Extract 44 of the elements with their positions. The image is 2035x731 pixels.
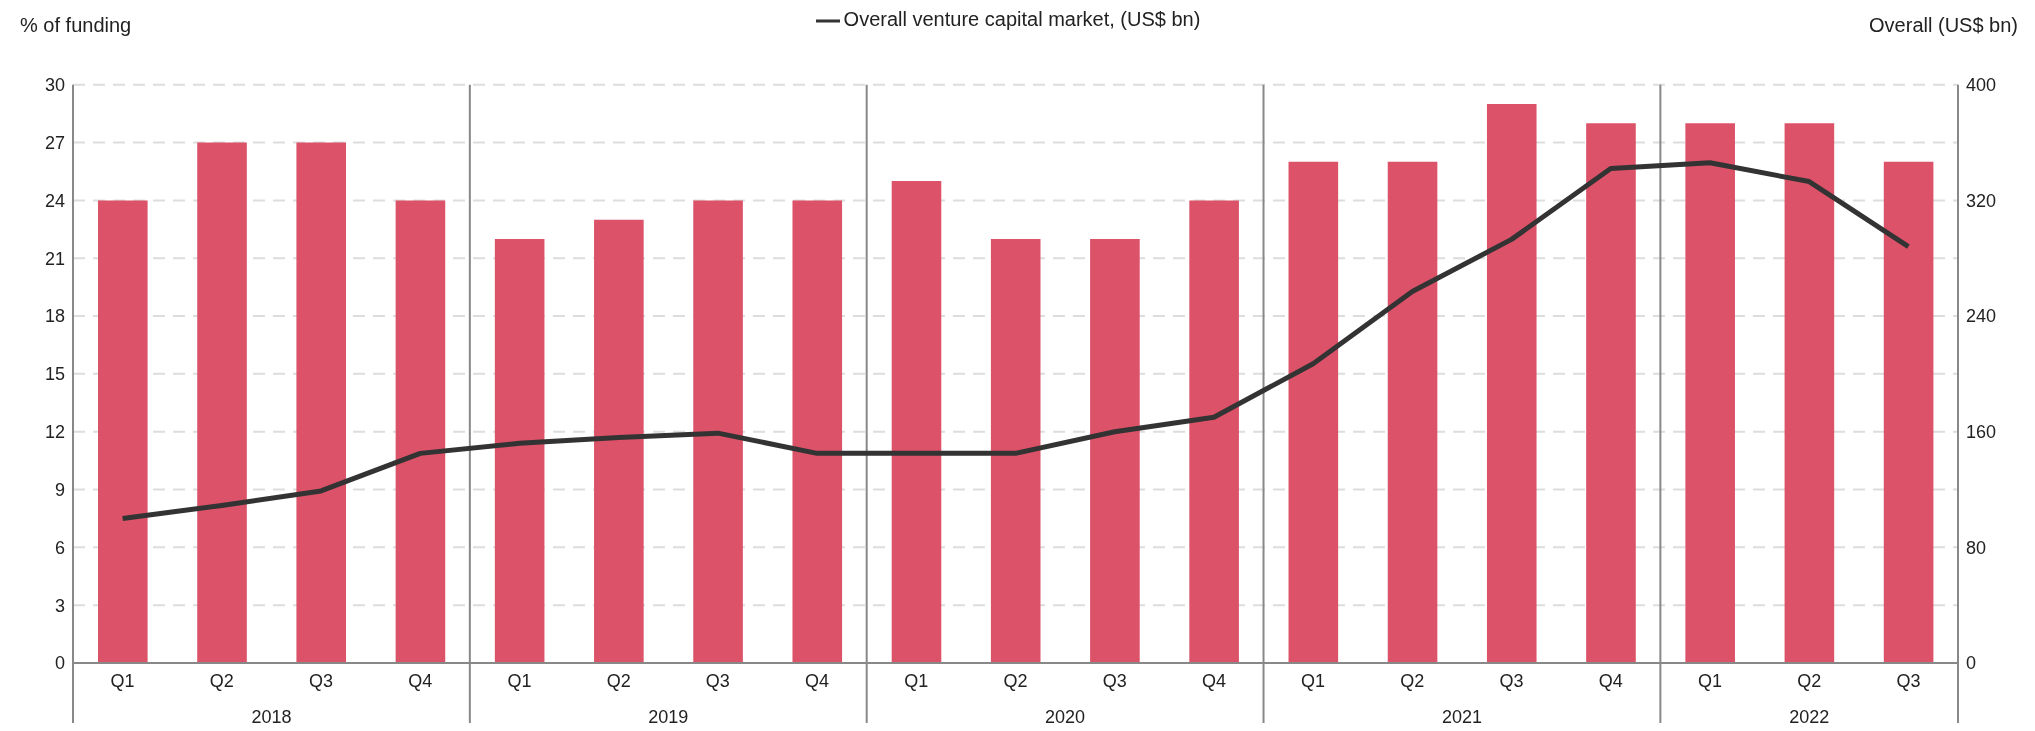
y2-tick-label: 0 [1966, 653, 1977, 674]
x-tick-label: Q3 [1896, 671, 1921, 691]
x-tick-label: Q4 [1598, 671, 1623, 691]
x-tick-label: Q3 [1499, 671, 1524, 691]
x-tick-label: Q1 [507, 671, 532, 691]
y-tick-label: 3 [54, 595, 65, 616]
y2-tick-label: 160 [1966, 422, 1997, 443]
y2-tick-label: 80 [1966, 537, 1987, 558]
text: 2018 [251, 707, 292, 727]
x-tick-label: Q2 [1797, 671, 1822, 691]
text: 2022 [1789, 707, 1830, 727]
y-tick-label: 21 [44, 248, 65, 269]
y-tick-label: 24 [44, 190, 65, 211]
x-tick-label: Q4 [1201, 671, 1226, 691]
text: 2019 [648, 707, 689, 727]
x-tick-label: Q3 [1102, 671, 1127, 691]
x-tick-label: Q2 [1400, 671, 1425, 691]
y2-tick-label: 400 [1966, 75, 1997, 96]
y2-axis-title: Overall (US$ bn) [1869, 14, 2018, 37]
x-tick-label: Q3 [705, 671, 730, 691]
y-tick-label: 18 [44, 306, 65, 327]
x-tick-label: Q1 [110, 671, 135, 691]
x-tick-label: Q1 [1697, 671, 1722, 691]
y2-tick-label: 240 [1966, 306, 1997, 327]
x-tick-label: Q4 [408, 671, 433, 691]
y-tick-label: 27 [44, 132, 65, 153]
y-tick-label: 30 [44, 75, 65, 96]
x-tick-label: Q3 [309, 671, 334, 691]
y-tick-label: 9 [54, 479, 65, 500]
x-tick-label: Q4 [805, 671, 830, 691]
y-tick-label: 15 [44, 364, 65, 385]
y-axis-title: % of funding [20, 14, 132, 37]
x-tick-label: Q1 [1301, 671, 1326, 691]
y-tick-label: 6 [54, 537, 65, 558]
text: 2020 [1045, 707, 1086, 727]
text: 2021 [1441, 707, 1482, 727]
y2-tick-label: 320 [1966, 190, 1997, 211]
legend-label: Overall venture capital market, (US$ bn) [843, 8, 1201, 30]
y-tick-label: 0 [54, 653, 65, 674]
y-tick-label: 12 [44, 422, 65, 443]
x-tick-label: Q2 [1003, 671, 1028, 691]
x-tick-label: Q2 [606, 671, 631, 691]
x-tick-label: Q2 [209, 671, 234, 691]
x-tick-label: Q1 [904, 671, 929, 691]
